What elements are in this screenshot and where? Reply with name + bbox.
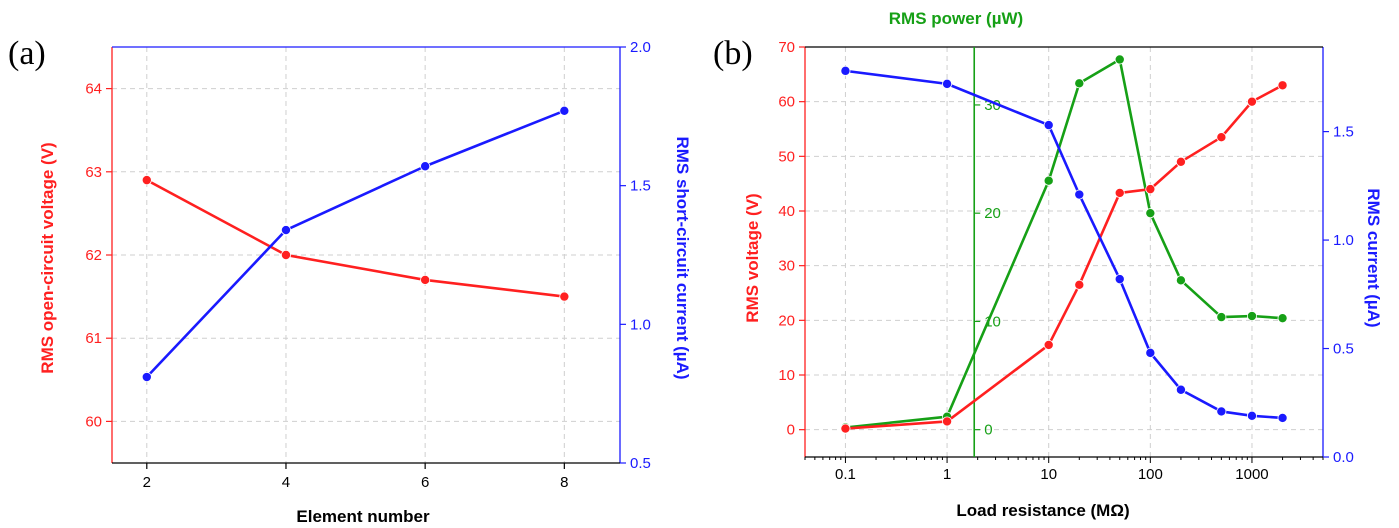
- current-tick-label: 1.5: [1333, 124, 1354, 141]
- x-tick-label: 2: [143, 474, 151, 491]
- panel-b-chart: (b) 0.1 1 10 100 1000 0 10 20 30 40 50 60 70 0.0 0.5 1.…: [713, 9, 1383, 520]
- voltage-tick-label: 60: [778, 94, 795, 111]
- current-series-point: [1043, 120, 1054, 131]
- panel-b-power-axis-title: RMS power (µW): [889, 9, 1023, 28]
- power-series-point: [1246, 311, 1257, 322]
- right-tick-label: 0.5: [630, 455, 651, 472]
- voltage-tick-label: 20: [778, 312, 795, 329]
- current-series-point: [840, 65, 851, 76]
- x-tick-label: 6: [421, 474, 429, 491]
- right-tick-label: 1.0: [630, 316, 651, 333]
- current-series-point: [1216, 406, 1227, 417]
- left-tick-label: 60: [85, 413, 102, 430]
- current-series-point: [1074, 189, 1085, 200]
- left-tick-label: 63: [85, 164, 102, 181]
- voltage-tick-label: 40: [778, 203, 795, 220]
- panel-a-x-axis-title: Element number: [296, 507, 430, 526]
- current-tick-label: 1.0: [1333, 232, 1354, 249]
- voltage-series-point: [1043, 339, 1054, 350]
- power-series-point: [1277, 313, 1288, 324]
- power-series-point: [1175, 275, 1186, 286]
- voltage-series-point: [1145, 184, 1156, 195]
- current-tick-label: 0.5: [1333, 341, 1354, 358]
- voltage-series-point: [559, 291, 570, 302]
- panel-a-chart: (a) 2 4 6 8 60 61 62 63 64 0.5 1.0 1.5 2.0 Element n…: [8, 35, 692, 526]
- power-tick-label: 20: [984, 205, 1001, 222]
- power-series-line: [845, 58, 1283, 429]
- voltage-series-point: [1114, 187, 1125, 198]
- x-tick-label: 10: [1040, 466, 1057, 483]
- panel-a-frame: [111, 46, 621, 464]
- right-tick-label: 2.0: [630, 39, 651, 56]
- power-series-point: [1074, 78, 1085, 89]
- current-series-point: [280, 225, 291, 236]
- voltage-series-point: [420, 274, 431, 285]
- voltage-series-point: [1277, 80, 1288, 91]
- x-tick-label: 1: [943, 466, 951, 483]
- panel-a-label: (a): [8, 35, 46, 72]
- power-series-point: [1216, 312, 1227, 323]
- current-series-point: [942, 78, 953, 89]
- power-series-point: [1043, 175, 1054, 186]
- panel-a-series: [141, 105, 570, 383]
- x-tick-label: 0.1: [835, 466, 856, 483]
- x-tick-label: 1000: [1235, 466, 1268, 483]
- current-series-point: [559, 105, 570, 116]
- voltage-tick-label: 0: [787, 422, 795, 439]
- x-tick-label: 100: [1138, 466, 1163, 483]
- panel-a-left-axis-title: RMS open-circuit voltage (V): [38, 142, 57, 373]
- current-series-point: [1114, 274, 1125, 285]
- left-tick-label: 61: [85, 330, 102, 347]
- voltage-series-point: [1175, 156, 1186, 167]
- panel-b-ticks: 0.1 1 10 100 1000 0 10 20 30 40 50 60 70 0.0 0.5 1.0 1.5…: [778, 39, 1354, 483]
- x-tick-label: 4: [282, 474, 290, 491]
- current-series-point: [1277, 412, 1288, 423]
- voltage-series-line: [845, 84, 1284, 430]
- left-tick-label: 62: [85, 247, 102, 264]
- panel-a-right-axis-title: RMS short-circuit current (µA): [673, 136, 692, 379]
- voltage-series-point: [840, 423, 851, 434]
- voltage-tick-label: 50: [778, 148, 795, 165]
- voltage-series-point: [1216, 132, 1227, 143]
- current-series-point: [1246, 410, 1257, 421]
- panel-b-label: (b): [713, 35, 753, 72]
- panel-b-voltage-axis-title: RMS voltage (V): [743, 193, 762, 322]
- current-series-point: [1145, 347, 1156, 358]
- voltage-series-line: [146, 178, 565, 298]
- current-series-point: [141, 372, 152, 383]
- voltage-series-point: [942, 416, 953, 427]
- current-series-point: [420, 161, 431, 172]
- voltage-tick-label: 70: [778, 39, 795, 56]
- panel-a-grid: [112, 47, 620, 463]
- current-series-point: [1175, 384, 1186, 395]
- voltage-tick-label: 10: [778, 367, 795, 384]
- panel-b-x-axis-title: Load resistance (MΩ): [956, 501, 1129, 520]
- left-tick-label: 64: [85, 81, 102, 98]
- x-tick-label: 8: [560, 474, 568, 491]
- panel-b-current-axis-title: RMS current (µA): [1364, 188, 1383, 327]
- voltage-series-point: [1246, 96, 1257, 107]
- current-series-line: [145, 109, 565, 378]
- voltage-series-point: [141, 175, 152, 186]
- voltage-series-point: [1074, 279, 1085, 290]
- panel-a-ticks: 2 4 6 8 60 61 62 63 64 0.5 1.0 1.5 2.0: [85, 39, 651, 491]
- power-series-point: [1114, 54, 1125, 65]
- power-tick-label: 0: [984, 422, 992, 439]
- right-tick-label: 1.5: [630, 178, 651, 195]
- current-tick-label: 0.0: [1333, 449, 1354, 466]
- power-series-point: [1145, 208, 1156, 219]
- current-series-line: [845, 69, 1283, 420]
- panel-b-series: [840, 54, 1288, 434]
- voltage-series-point: [280, 249, 291, 260]
- voltage-tick-label: 30: [778, 258, 795, 275]
